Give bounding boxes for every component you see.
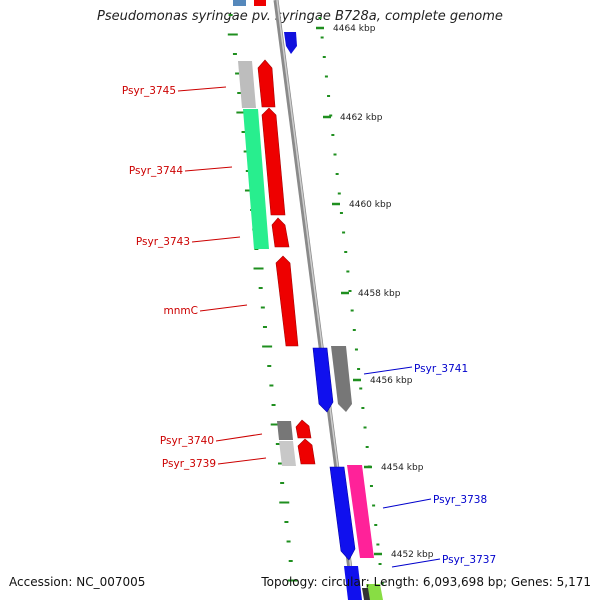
gene-block-grey bbox=[277, 421, 293, 440]
feature-bottom-grey[interactable] bbox=[362, 588, 370, 600]
gene-label-leader bbox=[363, 366, 413, 375]
gene-arrow[interactable] bbox=[295, 419, 312, 439]
gene-arrow[interactable] bbox=[271, 217, 290, 248]
ruler-label: 4464 kbp bbox=[333, 24, 376, 34]
gene-label[interactable]: Psyr_3743 bbox=[136, 236, 190, 248]
gene-label-leader bbox=[199, 304, 248, 312]
gene-label[interactable]: Psyr_3738 bbox=[433, 494, 487, 506]
gene-label[interactable]: Psyr_3740 bbox=[160, 435, 214, 447]
gene-block-grey bbox=[279, 441, 296, 466]
feature-bottom-green[interactable] bbox=[366, 584, 383, 600]
gene-block-pink bbox=[347, 465, 374, 558]
gene-block-grey bbox=[238, 61, 256, 108]
gene-label-leader bbox=[391, 558, 441, 568]
ruler-label: 4452 kbp bbox=[391, 550, 434, 560]
gene-arrow[interactable] bbox=[275, 255, 299, 347]
gene-arrow[interactable] bbox=[257, 59, 276, 108]
feature-bottom-blue[interactable] bbox=[344, 566, 362, 600]
feature-top-grey[interactable] bbox=[233, 0, 246, 6]
gene-label[interactable]: Psyr_3745 bbox=[122, 85, 176, 97]
gene-label-leader bbox=[382, 498, 432, 509]
gene-arrow[interactable] bbox=[297, 438, 316, 465]
ruler-label: 4460 kbp bbox=[349, 200, 392, 210]
ruler-label: 4454 kbp bbox=[381, 463, 424, 473]
gene-block-grey bbox=[331, 346, 352, 412]
gene-labels: Psyr_3745 Psyr_3744 Psyr_3743 mnmC Psyr_3740… bbox=[122, 85, 496, 568]
accession-text: Accession: NC_007005 bbox=[9, 575, 146, 589]
gene-arrow[interactable] bbox=[261, 107, 286, 216]
ruler-label: 4462 kbp bbox=[340, 113, 383, 123]
map-title: Pseudomonas syringae pv. syringae B728a,… bbox=[97, 9, 503, 24]
gene-block-green bbox=[243, 109, 269, 249]
gene-label-leader bbox=[215, 433, 263, 442]
gene-label-leader bbox=[184, 166, 233, 172]
ruler-label: 4456 kbp bbox=[370, 376, 413, 386]
gene-label[interactable]: Psyr_3744 bbox=[129, 165, 183, 177]
gene-label[interactable]: mnmC bbox=[164, 305, 198, 317]
gene-label[interactable]: Psyr_3737 bbox=[442, 554, 496, 566]
gene-label-leader bbox=[217, 457, 267, 465]
right-ruler-track bbox=[318, 17, 384, 585]
ruler-labels: 4464 kbp 4462 kbp 4460 kbp 4458 kbp 4456 kbp… bbox=[316, 24, 434, 560]
gene-label[interactable]: Psyr_3741 bbox=[414, 363, 468, 375]
feature-top-red[interactable] bbox=[254, 0, 266, 6]
gene-arrow[interactable] bbox=[312, 347, 334, 413]
gene-label[interactable]: Psyr_3739 bbox=[162, 458, 216, 470]
gene-label-leader bbox=[191, 236, 241, 243]
gene-arrow[interactable] bbox=[329, 466, 356, 561]
ruler-label: 4458 kbp bbox=[358, 289, 401, 299]
gene-label-leader bbox=[177, 86, 227, 92]
feature-top-blue[interactable] bbox=[284, 32, 297, 54]
topology-text: Topology: circular; Length: 6,093,698 bp… bbox=[261, 575, 591, 589]
